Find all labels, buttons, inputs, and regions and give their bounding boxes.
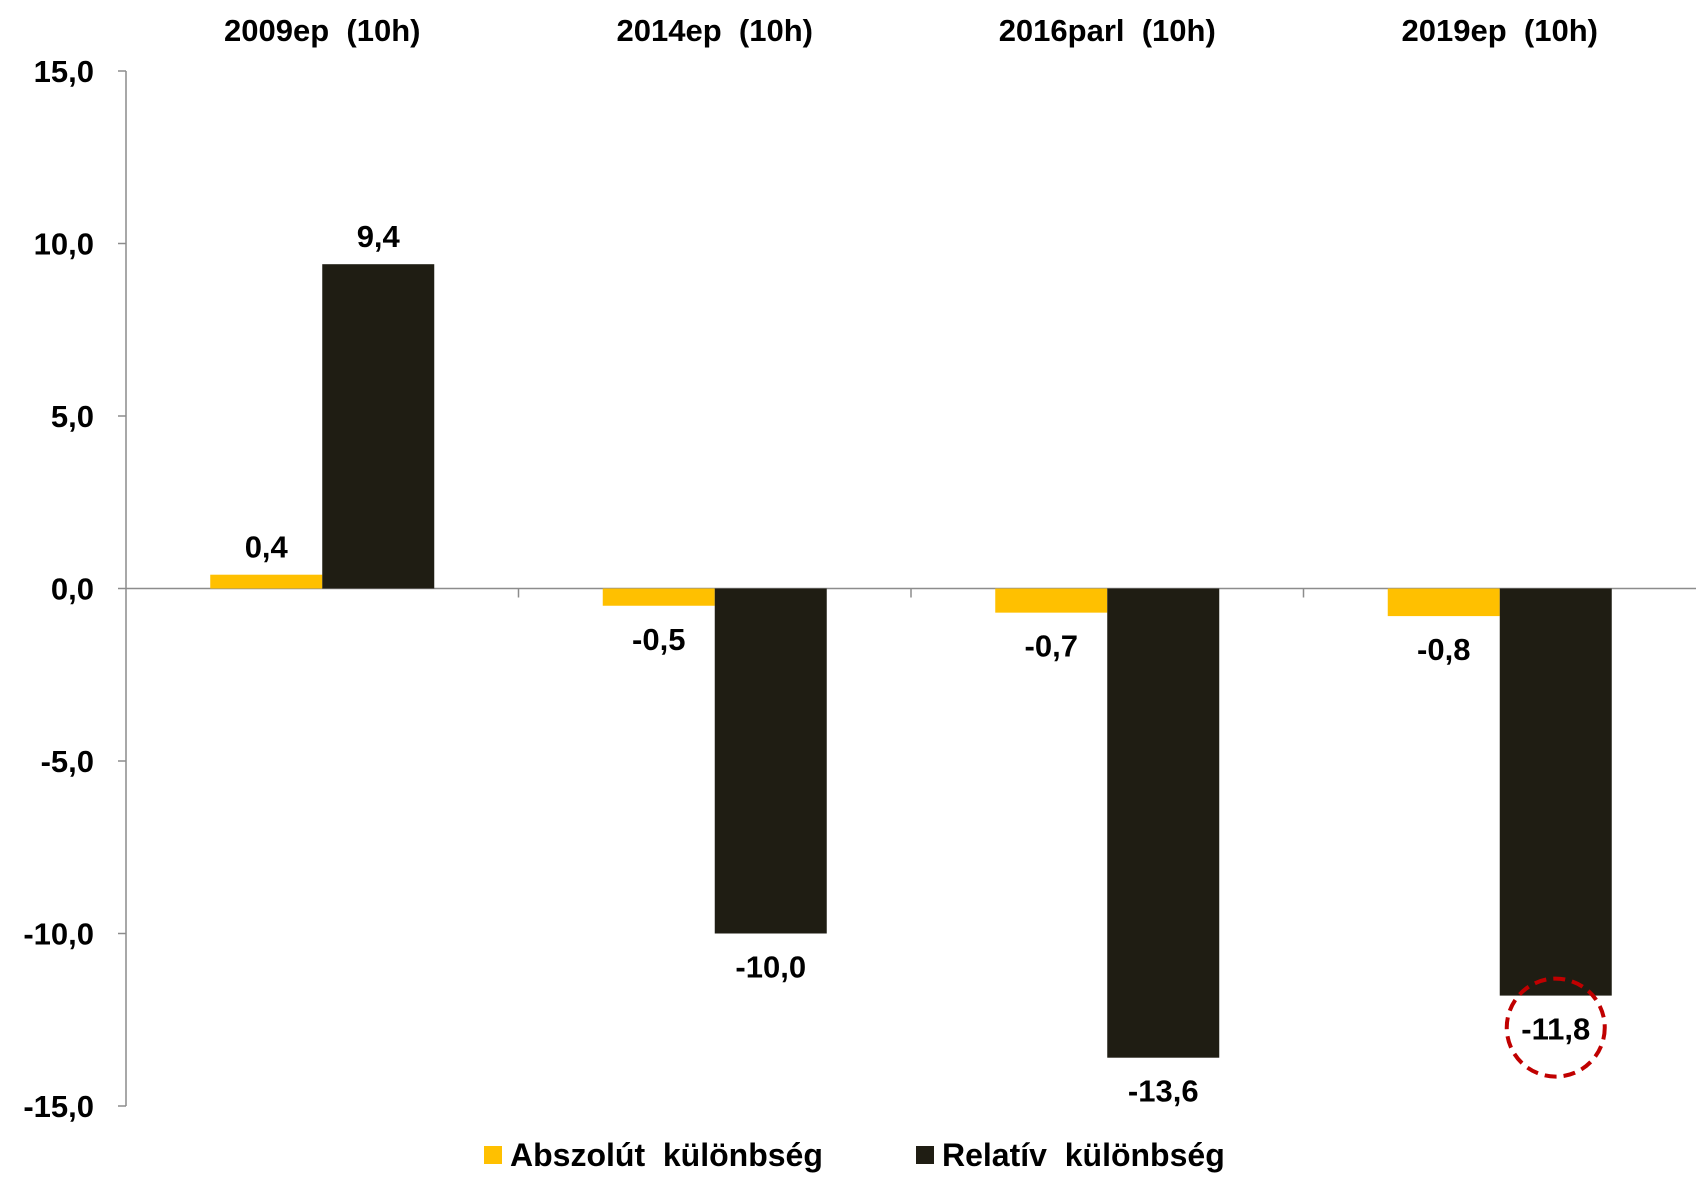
category-label: 2014ep (10h) — [617, 13, 813, 48]
y-tick-label: -10,0 — [23, 917, 94, 952]
y-tick-label: 0,0 — [51, 572, 94, 607]
bar-series-1 — [1387, 588, 1500, 617]
category-label: 2009ep (10h) — [224, 13, 420, 48]
y-tick-label: 15,0 — [34, 54, 94, 89]
legend-swatch — [916, 1146, 934, 1164]
data-label: 0,4 — [245, 530, 289, 565]
y-tick-label: 5,0 — [51, 399, 94, 434]
data-label: -10,0 — [735, 950, 806, 985]
data-label: -0,5 — [632, 622, 685, 657]
y-tick-label: 10,0 — [34, 227, 94, 262]
axes: 15,0 10,0 5,0 0,0 -5,0 -10,0 -15,0 — [23, 54, 1696, 1124]
bars — [210, 264, 1612, 1058]
bar-series-2 — [714, 588, 827, 934]
y-tick-label: -15,0 — [23, 1089, 94, 1124]
bar-series-2 — [1499, 588, 1612, 996]
labels: 2009ep (10h) 2014ep (10h) 2016parl (10h) 20… — [224, 13, 1607, 1109]
data-label: -0,8 — [1417, 632, 1470, 667]
data-label: -13,6 — [1128, 1074, 1199, 1109]
data-label: -11,8 — [1521, 1012, 1590, 1047]
bar-series-2 — [322, 264, 435, 589]
category-label: 2019ep (10h) — [1402, 13, 1598, 48]
category-label: 2016parl (10h) — [999, 13, 1216, 48]
data-label: 9,4 — [357, 219, 401, 254]
bar-series-2 — [1107, 588, 1220, 1058]
highlight-circle — [1504, 976, 1607, 1079]
bar-series-1 — [602, 588, 715, 606]
legend-swatch — [484, 1146, 502, 1164]
data-label: -0,7 — [1025, 629, 1078, 664]
bar-series-1 — [210, 574, 323, 589]
y-tick-label: -5,0 — [41, 744, 94, 779]
bar-series-1 — [995, 588, 1108, 613]
legend: Abszolút különbség Relatív különbség — [484, 1137, 1225, 1173]
legend-label: Abszolút különbség — [510, 1137, 823, 1173]
legend-label: Relatív különbség — [942, 1137, 1225, 1173]
